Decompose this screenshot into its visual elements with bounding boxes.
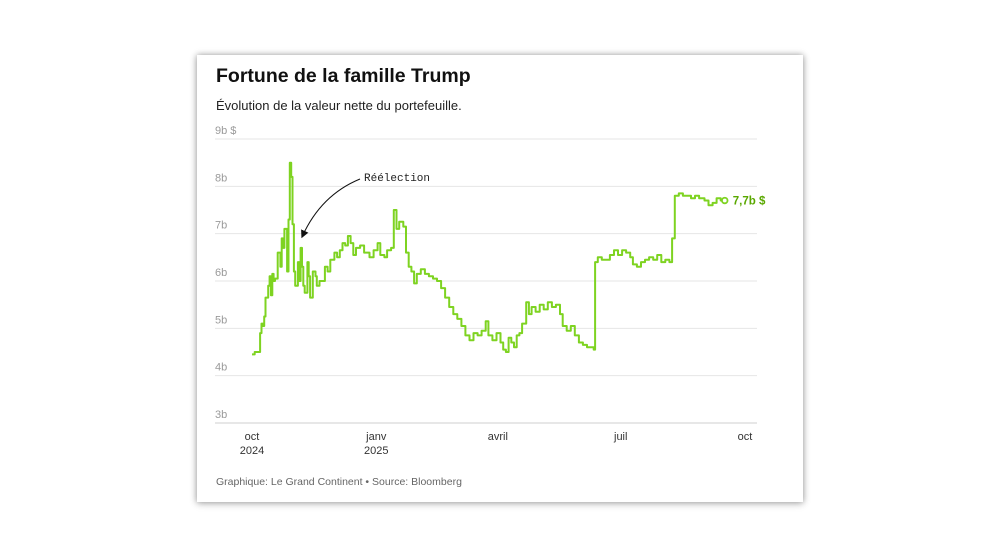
y-tick-label: 4b <box>215 362 227 374</box>
line-chart: 3b 4b 5b 6b 7b 8b 9b $ oct 2024 janv 2025 avril jui… <box>215 125 766 457</box>
chart-title: Fortune de la famille Trump <box>216 65 471 87</box>
x-tick-year-label: 2025 <box>364 445 388 457</box>
x-tick-label: oct <box>245 431 260 443</box>
x-tick-label: janv <box>365 431 387 443</box>
x-tick-year-label: 2024 <box>240 445 264 457</box>
y-axis-ticks: 3b 4b 5b 6b 7b 8b 9b $ <box>215 125 236 421</box>
annotation-layer: Réélection <box>301 173 430 239</box>
series-line-layer: 7,7b $ <box>252 161 766 356</box>
y-tick-label: 9b $ <box>215 125 236 137</box>
chart-credit: Graphique: Le Grand Continent • Source: … <box>216 476 462 488</box>
x-tick-label: oct <box>738 431 753 443</box>
gridlines <box>215 138 757 424</box>
end-value-label: 7,7b $ <box>733 196 766 208</box>
x-tick-label: juil <box>613 431 627 443</box>
chart-card: Fortune de la famille Trump Évolution de… <box>197 55 803 502</box>
x-tick-label: avril <box>488 431 508 443</box>
y-tick-label: 6b <box>215 267 227 279</box>
end-point-marker <box>721 196 729 205</box>
reelection-annotation-label: Réélection <box>364 173 430 185</box>
y-tick-label: 7b <box>215 220 227 232</box>
y-tick-label: 5b <box>215 314 227 326</box>
chart-subtitle: Évolution de la valeur nette du portefeu… <box>216 98 462 113</box>
series-line <box>252 161 725 356</box>
x-axis-ticks: oct 2024 janv 2025 avril juil oct <box>240 431 753 457</box>
y-tick-label: 3b <box>215 409 227 421</box>
annotation-arrow <box>301 178 361 239</box>
y-tick-label: 8b <box>215 172 227 184</box>
